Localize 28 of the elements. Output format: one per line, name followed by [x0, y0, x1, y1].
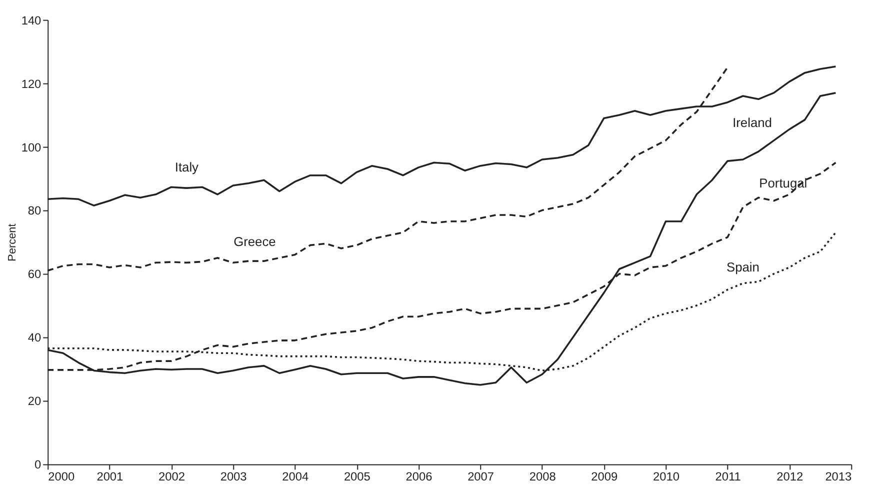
x-tick-label: 2010	[652, 470, 680, 484]
x-tick-label: 2003	[220, 470, 248, 484]
y-tick-label: 120	[21, 76, 42, 91]
y-tick-label: 60	[28, 267, 42, 282]
y-axis-title: Percent	[6, 224, 18, 262]
x-tick-label: 2002	[158, 470, 186, 484]
x-tick-label: 2005	[344, 470, 371, 484]
series-label: Ireland	[732, 114, 772, 130]
x-tick-label: 2013	[825, 470, 852, 484]
x-tick-label: 2011	[715, 470, 742, 484]
series-label: Spain	[726, 259, 760, 274]
y-tick-label: 0	[34, 458, 42, 472]
y-tick-label: 140	[21, 13, 42, 28]
y-tick-label: 80	[28, 204, 42, 218]
y-tick-label: 100	[21, 140, 42, 154]
x-tick-label: 2000	[48, 470, 75, 484]
series-label: Portugal	[759, 175, 808, 190]
x-tick-label: 2001	[96, 470, 124, 484]
series-label: Italy	[174, 159, 200, 174]
x-tick-label: 2008	[529, 470, 556, 484]
x-tick-label: 2009	[591, 470, 618, 484]
y-tick-label: 20	[28, 394, 42, 408]
x-tick-label: 2006	[406, 470, 433, 484]
series-label: Greece	[234, 234, 276, 249]
x-tick-label: 2012	[776, 470, 804, 484]
y-tick-label: 40	[28, 330, 42, 345]
x-tick-label: 2004	[282, 470, 309, 484]
x-tick-label: 2007	[468, 470, 494, 484]
